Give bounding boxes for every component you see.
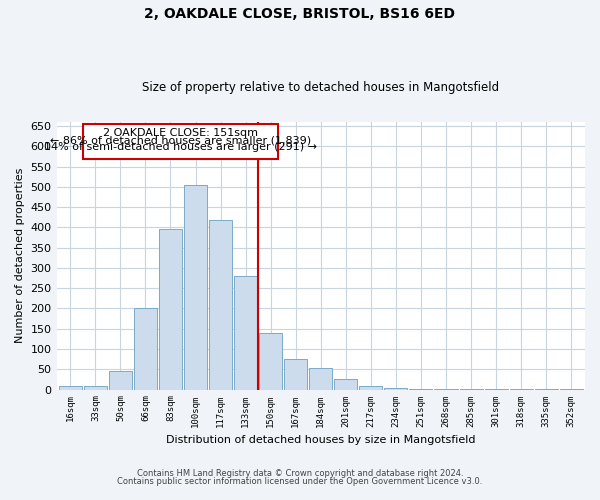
Bar bbox=[259, 333, 282, 390]
Bar bbox=[385, 388, 407, 390]
Bar bbox=[84, 386, 107, 390]
Bar bbox=[234, 276, 257, 390]
X-axis label: Distribution of detached houses by size in Mangotsfield: Distribution of detached houses by size … bbox=[166, 435, 476, 445]
Y-axis label: Number of detached properties: Number of detached properties bbox=[15, 168, 25, 344]
Bar bbox=[560, 388, 583, 390]
Text: Contains public sector information licensed under the Open Government Licence v3: Contains public sector information licen… bbox=[118, 477, 482, 486]
FancyBboxPatch shape bbox=[83, 124, 278, 158]
Bar bbox=[184, 185, 207, 390]
Bar bbox=[359, 386, 382, 390]
Bar bbox=[159, 228, 182, 390]
Bar bbox=[209, 220, 232, 390]
Text: ← 86% of detached houses are smaller (1,839): ← 86% of detached houses are smaller (1,… bbox=[50, 135, 311, 145]
Bar bbox=[334, 380, 358, 390]
Text: Contains HM Land Registry data © Crown copyright and database right 2024.: Contains HM Land Registry data © Crown c… bbox=[137, 468, 463, 477]
Bar bbox=[409, 388, 433, 390]
Bar bbox=[134, 308, 157, 390]
Text: 2 OAKDALE CLOSE: 151sqm: 2 OAKDALE CLOSE: 151sqm bbox=[103, 128, 258, 138]
Bar bbox=[284, 359, 307, 390]
Text: 2, OAKDALE CLOSE, BRISTOL, BS16 6ED: 2, OAKDALE CLOSE, BRISTOL, BS16 6ED bbox=[145, 8, 455, 22]
Title: Size of property relative to detached houses in Mangotsfield: Size of property relative to detached ho… bbox=[142, 82, 499, 94]
Bar bbox=[309, 368, 332, 390]
Text: 14% of semi-detached houses are larger (291) →: 14% of semi-detached houses are larger (… bbox=[44, 142, 317, 152]
Bar bbox=[109, 372, 132, 390]
Bar bbox=[59, 386, 82, 390]
